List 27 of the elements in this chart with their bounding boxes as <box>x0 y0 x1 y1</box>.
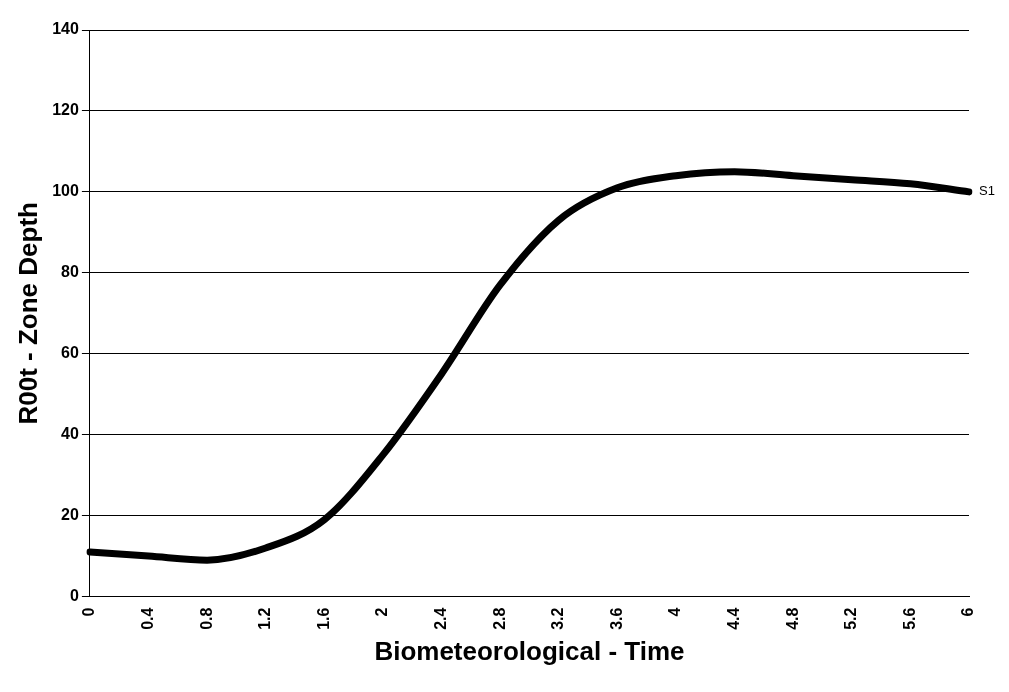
x-tick-label: 1.2 <box>256 607 274 630</box>
y-tick-label: 60 <box>61 344 79 362</box>
series-label: S1 <box>979 183 995 199</box>
x-tick-label: 4 <box>666 607 684 617</box>
x-tick-label: 4.4 <box>724 607 742 630</box>
y-tick-label: 0 <box>69 586 79 604</box>
x-tick-label: 4.8 <box>783 607 801 630</box>
y-tick-label: 120 <box>52 101 79 119</box>
x-tick-label: 0 <box>80 607 98 617</box>
x-tick-label: 2.4 <box>431 607 449 630</box>
y-tick-label: 40 <box>61 425 79 443</box>
x-tick-label: 3.2 <box>549 607 567 630</box>
x-tick-label: 2 <box>373 607 391 617</box>
y-tick-label: 100 <box>52 182 79 200</box>
y-axis-title: R00t - Zone Depth <box>12 202 43 425</box>
y-tick-label: 20 <box>61 506 79 524</box>
x-tick-label: 5.6 <box>900 607 918 630</box>
x-tick-label: 2.8 <box>490 607 508 630</box>
x-tick-label: 0.8 <box>197 607 215 630</box>
y-tick-label: 140 <box>52 20 79 38</box>
x-tick-label: 1.6 <box>314 607 332 630</box>
x-tick-label: 0.4 <box>138 607 156 630</box>
x-tick-label: 6 <box>959 607 977 617</box>
x-axis-title: Biometeorological - Time <box>374 635 685 666</box>
x-tick-label: 5.2 <box>842 607 860 630</box>
x-tick-label: 3.6 <box>607 607 625 630</box>
y-tick-label: 80 <box>61 263 79 281</box>
